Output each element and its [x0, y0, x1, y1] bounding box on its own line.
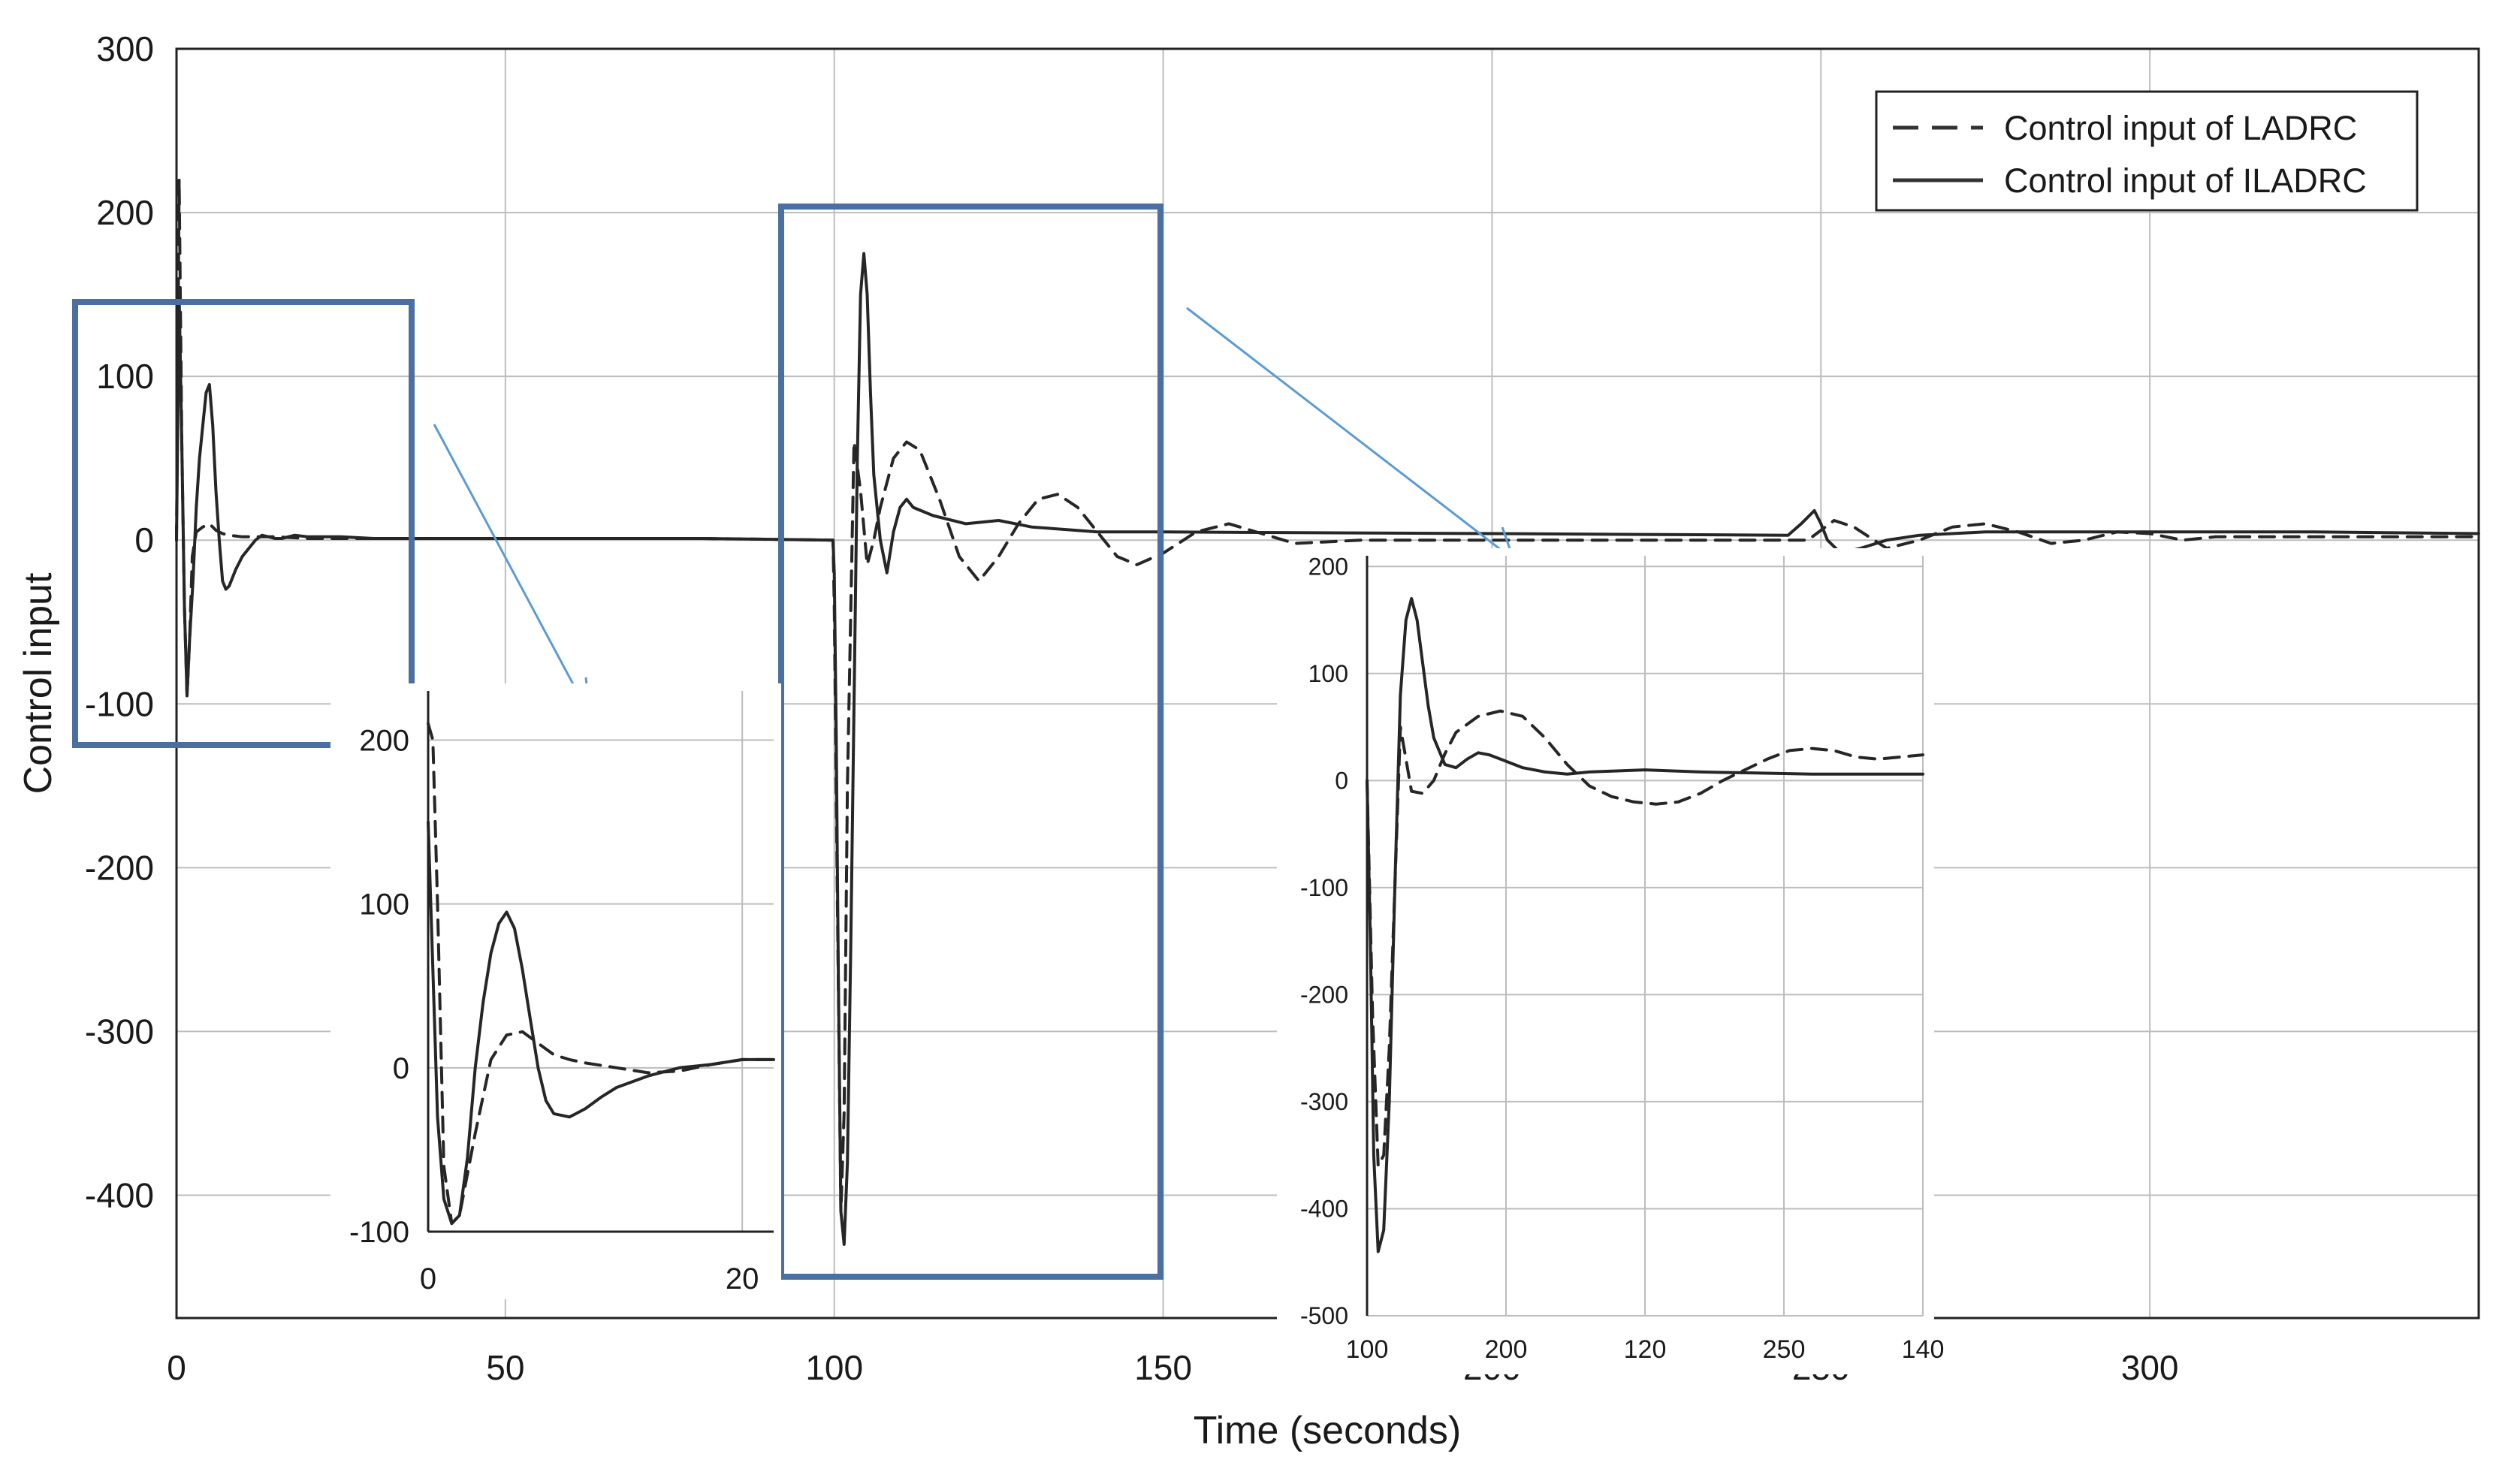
inset-disturbance-background [1277, 548, 1934, 1374]
inset-startup-tick-labels: 200 100 0 -100 0 20 [349, 724, 759, 1295]
main-series-group [175, 178, 2480, 1246]
inset-startup-series [427, 722, 775, 1226]
inset-startup-y-tick-label: 100 [359, 888, 409, 921]
inset-disturbance-series [1366, 597, 1924, 1253]
x-tick-label: 50 [486, 1348, 524, 1387]
x-tick-label: 100 [805, 1348, 863, 1387]
inset-disturbance-y-tick-label: 0 [1335, 767, 1348, 794]
inset-disturbance-x-tick-label: 250 [1763, 1335, 1806, 1364]
inset-disturbance-grid [1367, 556, 1924, 1317]
inset-startup-y-tick-label: 0 [393, 1052, 409, 1085]
inset-disturbance-x-tick-label: 200 [1485, 1335, 1528, 1364]
y-tick-label: 200 [96, 193, 154, 232]
inset-startup-x-tick-label: 0 [420, 1262, 436, 1295]
x-tick-label: 0 [167, 1348, 186, 1387]
y-tick-label: -100 [85, 684, 154, 723]
inset-disturbance-y-tick-label: -500 [1300, 1302, 1348, 1329]
inset-startup-ladrc-line [427, 722, 775, 1226]
inset-disturbance-y-tick-label: 200 [1308, 553, 1348, 580]
legend-label-iladrc: Control input of ILADRC [2004, 161, 2367, 200]
x-tick-label: 150 [1134, 1348, 1192, 1387]
inset-startup-iladrc-line [427, 820, 775, 1226]
legend-label-ladrc: Control input of LADRC [2004, 109, 2357, 147]
main-tick-labels: 0501001502002503003002001000-100-200-300… [85, 29, 2179, 1387]
inset-disturbance-y-tick-label: -300 [1300, 1088, 1348, 1115]
legend: Control input of LADRC Control input of … [1875, 90, 2419, 212]
inset-disturbance-y-tick-label: 100 [1308, 660, 1348, 687]
inset-startup-x-tick-label: 20 [726, 1262, 759, 1295]
y-tick-label: 0 [134, 520, 154, 560]
inset-disturbance-tick-labels: 200 100 0 -100 -200 -300 -400 -500 100 200 120 250 1… [1300, 553, 1944, 1364]
inset-disturbance-y-tick-label: -200 [1300, 981, 1348, 1008]
inset-startup: 200 100 0 -100 0 20 [330, 683, 781, 1299]
inset-disturbance-x-tick-label: 100 [1346, 1335, 1389, 1364]
y-tick-label: 300 [96, 29, 154, 68]
inset-disturbance-y-tick-label: -400 [1300, 1195, 1348, 1222]
y-tick-label: -400 [85, 1175, 154, 1214]
inset-startup-y-tick-label: -100 [349, 1216, 409, 1249]
inset-disturbance-iladrc-line [1366, 597, 1924, 1253]
main-iladrc-line [175, 252, 2480, 1246]
inset-disturbance-x-tick-label: 120 [1624, 1335, 1667, 1364]
legend-box [1875, 90, 2419, 212]
inset-startup-background [330, 683, 781, 1299]
y-tick-label: 100 [96, 357, 154, 396]
inset-startup-y-tick-label: 200 [359, 724, 409, 757]
x-axis-label: Time (seconds) [1194, 1409, 1461, 1452]
inset-disturbance-y-tick-label: -100 [1300, 874, 1348, 901]
main-ladrc-line [175, 178, 2480, 1214]
inset-disturbance-x-tick-label: 140 [1902, 1335, 1945, 1364]
x-tick-label: 300 [2121, 1348, 2179, 1387]
highlight-box-start [72, 299, 415, 748]
inset-disturbance: 200 100 0 -100 -200 -300 -400 -500 100 200 120 250 1… [1277, 548, 1944, 1374]
y-tick-label: -300 [85, 1012, 154, 1051]
y-axis-label: Control input [17, 572, 60, 794]
y-tick-label: -200 [85, 848, 154, 887]
